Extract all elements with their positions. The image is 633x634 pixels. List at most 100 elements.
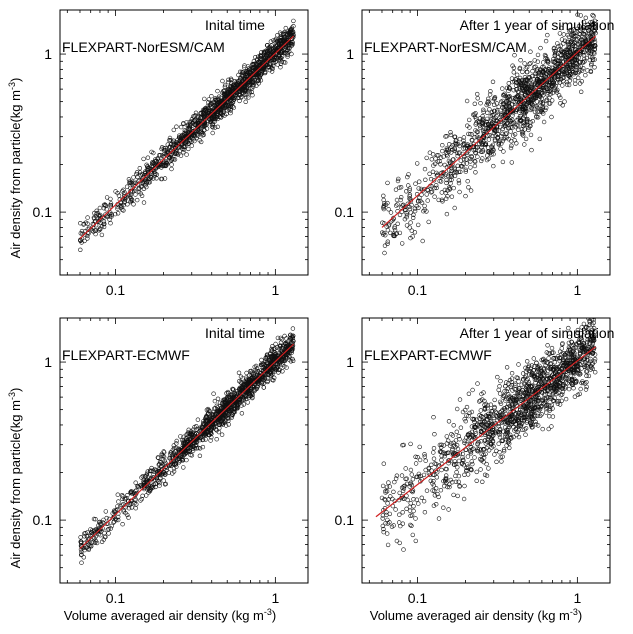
scatter-point — [466, 179, 470, 183]
scatter-point — [381, 194, 385, 198]
scatter-point — [466, 455, 470, 459]
scatter-point — [185, 153, 189, 157]
scatter-point — [440, 143, 444, 147]
scatter-point — [439, 488, 443, 492]
scatter-point — [423, 204, 427, 208]
scatter-point — [416, 223, 420, 227]
scatter-point — [493, 398, 497, 402]
scatter-point — [486, 100, 490, 104]
scatter-point — [395, 198, 399, 202]
scatter-point — [397, 521, 401, 525]
scatter-point — [534, 65, 538, 69]
scatter-point — [456, 494, 460, 498]
x-tick-label: 1 — [271, 282, 279, 298]
scatter-point — [132, 176, 136, 180]
scatter-point — [212, 392, 216, 396]
scatter-point — [396, 222, 400, 226]
scatter-point — [462, 497, 466, 501]
scatter-point — [242, 403, 246, 407]
scatter-point — [445, 181, 449, 185]
scatter-point — [196, 418, 200, 422]
scatter-point — [459, 426, 463, 430]
panel-title: Inital time — [205, 325, 265, 341]
scatter-point — [544, 39, 548, 43]
scatter-point — [445, 435, 449, 439]
scatter-point — [408, 523, 412, 527]
scatter-point — [406, 184, 410, 188]
scatter-point — [424, 459, 428, 463]
scatter-point — [401, 510, 405, 514]
scatter-point — [594, 4, 598, 8]
scatter-point — [431, 451, 435, 455]
scatter-point — [452, 423, 456, 427]
scatter-point — [563, 100, 567, 104]
scatter-point — [440, 458, 444, 462]
scatter-point — [121, 495, 125, 499]
panel-title: Inital time — [205, 17, 265, 33]
scatter-point — [529, 133, 533, 137]
scatter-point — [100, 233, 104, 237]
scatter-point — [561, 42, 565, 46]
scatter-point — [576, 0, 580, 3]
scatter-point — [215, 437, 219, 441]
scatter-point — [132, 202, 136, 206]
scatter-point — [432, 457, 436, 461]
scatter-point — [386, 543, 390, 547]
scatter-point — [244, 100, 248, 104]
scatter-point — [434, 183, 438, 187]
scatter-point — [515, 73, 519, 77]
scatter-point — [284, 26, 288, 30]
scatter-point — [381, 484, 385, 488]
scatter-point — [408, 226, 412, 230]
scatter-point — [383, 244, 387, 248]
scatter-point — [512, 70, 516, 74]
scatter-point — [507, 81, 511, 85]
scatter-point — [121, 522, 125, 526]
scatter-point — [78, 248, 82, 252]
scatter-point — [260, 358, 264, 362]
scatter-point — [443, 163, 447, 167]
scatter-point — [498, 384, 502, 388]
panel-title: After 1 year of simulation — [460, 17, 615, 33]
scatter-point — [591, 0, 595, 3]
scatter-point — [86, 216, 90, 220]
scatter-point — [275, 33, 279, 37]
scatter-point — [410, 473, 414, 477]
scatter-point — [435, 475, 439, 479]
scatter-point — [386, 181, 390, 185]
scatter-point — [511, 114, 515, 118]
scatter-point — [487, 467, 491, 471]
scatter-point — [202, 97, 206, 101]
scatter-point — [471, 388, 475, 392]
scatter-point — [470, 462, 474, 466]
x-tick-label: 1 — [271, 590, 279, 606]
scatter-point — [181, 466, 185, 470]
scatter-point — [130, 506, 134, 510]
scatter-point — [467, 392, 471, 396]
scatter-point — [447, 508, 451, 512]
scatter-point — [474, 170, 478, 174]
scatter-point — [458, 137, 462, 141]
scatter-point — [523, 62, 527, 66]
scatter-point — [142, 157, 146, 161]
scatter-point — [423, 178, 427, 182]
scatter-point — [491, 164, 495, 168]
scatter-point — [479, 409, 483, 413]
scatter-point — [465, 405, 469, 409]
scatter-point — [487, 138, 491, 142]
scatter-point — [95, 209, 99, 213]
scatter-point — [415, 162, 419, 166]
scatter-point — [384, 521, 388, 525]
scatter-point — [464, 158, 468, 162]
scatter-point — [382, 462, 386, 466]
scatter-point — [447, 419, 451, 423]
scatter-point — [514, 141, 518, 145]
scatter-point — [522, 143, 526, 147]
scatter-point — [237, 371, 241, 375]
scatter-point — [411, 477, 415, 481]
fit-line — [80, 36, 294, 239]
scatter-point — [479, 101, 483, 105]
scatter-point — [94, 232, 98, 236]
